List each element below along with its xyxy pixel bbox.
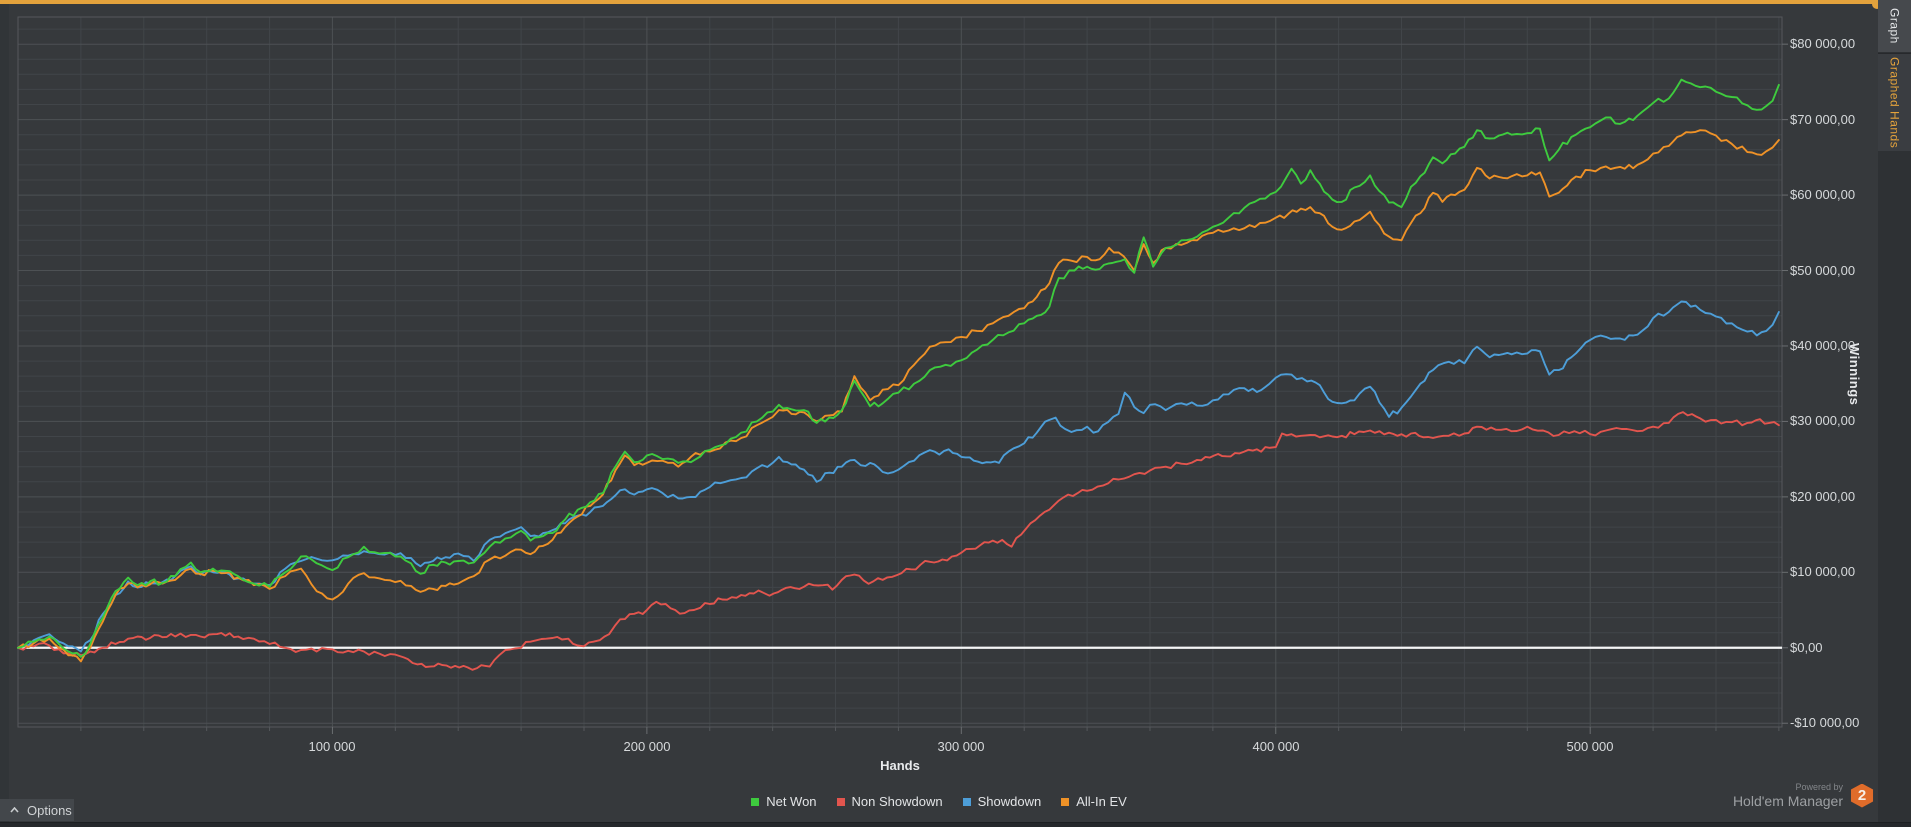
all-in-ev-line xyxy=(17,129,1780,663)
chart-legend: Net Won Non Showdown Showdown All-In EV xyxy=(0,793,1878,810)
right-tab-strip: Graph Graphed Hands xyxy=(1878,0,1911,827)
chevron-up-icon xyxy=(10,807,19,813)
x-axis-title: Hands xyxy=(880,758,920,773)
legend-swatch-icon xyxy=(836,797,845,806)
legend-label: Showdown xyxy=(977,794,1042,809)
legend-item-non-showdown[interactable]: Non Showdown xyxy=(836,794,943,809)
accent-bar-cap xyxy=(1872,0,1882,9)
window-accent-bar xyxy=(0,0,1882,4)
y-axis-tick-label: $0,00 xyxy=(1790,640,1823,655)
legend-label: Net Won xyxy=(766,794,817,809)
legend-item-net-won[interactable]: Net Won xyxy=(751,794,817,809)
y-axis-tick-label: $50 000,00 xyxy=(1790,263,1856,278)
legend-label: All-In EV xyxy=(1076,794,1127,809)
y-axis-tick-label: $70 000,00 xyxy=(1790,112,1856,127)
y-axis-tick-label: $40 000,00 xyxy=(1790,338,1856,353)
powered-by-text: Powered by Hold'em Manager xyxy=(1733,782,1843,809)
y-axis-tick-label: $30 000,00 xyxy=(1790,413,1856,428)
tab-graph[interactable]: Graph xyxy=(1878,0,1911,52)
net-won-line xyxy=(17,78,1780,658)
non-showdown-line xyxy=(17,411,1780,671)
legend-item-all-in-ev[interactable]: All-In EV xyxy=(1061,794,1127,809)
options-button-label: Options xyxy=(27,802,72,818)
tab-graph-label: Graph xyxy=(1887,8,1902,44)
y-axis-tick-label: $80 000,00 xyxy=(1790,36,1856,51)
tab-graphed-hands-label: Graphed Hands xyxy=(1887,56,1902,149)
legend-label: Non Showdown xyxy=(851,794,943,809)
showdown-line xyxy=(17,300,1780,653)
window-bottom-edge xyxy=(0,822,1911,827)
legend-item-showdown[interactable]: Showdown xyxy=(962,794,1042,809)
y-axis-tick-label: $60 000,00 xyxy=(1790,187,1856,202)
options-button[interactable]: Options xyxy=(0,799,74,821)
plot-border xyxy=(17,16,1783,728)
brand-name: Hold'em Manager xyxy=(1732,793,1843,809)
x-axis-tick-label: 300 000 xyxy=(937,739,985,754)
tab-graphed-hands[interactable]: Graphed Hands xyxy=(1878,53,1911,151)
y-axis-tick-label: -$10 000,00 xyxy=(1790,715,1860,730)
x-axis-tick-label: 200 000 xyxy=(623,739,671,754)
powered-by-branding: Powered by Hold'em Manager 2 xyxy=(1733,782,1874,809)
y-axis-title: Winnings xyxy=(1847,343,1862,406)
x-axis-tick-label: 400 000 xyxy=(1252,739,1300,754)
legend-swatch-icon xyxy=(962,797,971,806)
window-left-edge xyxy=(0,4,9,822)
y-axis-tick-label: $20 000,00 xyxy=(1790,489,1856,504)
legend-swatch-icon xyxy=(1061,797,1070,806)
x-axis-tick-label: 500 000 xyxy=(1566,739,1614,754)
y-axis-tick-label: $10 000,00 xyxy=(1790,564,1856,579)
hm2-logo-icon: 2 xyxy=(1850,783,1874,808)
legend-swatch-icon xyxy=(751,797,760,806)
powered-by-label: Powered by xyxy=(1795,782,1843,792)
x-axis-tick-label: 100 000 xyxy=(308,739,356,754)
